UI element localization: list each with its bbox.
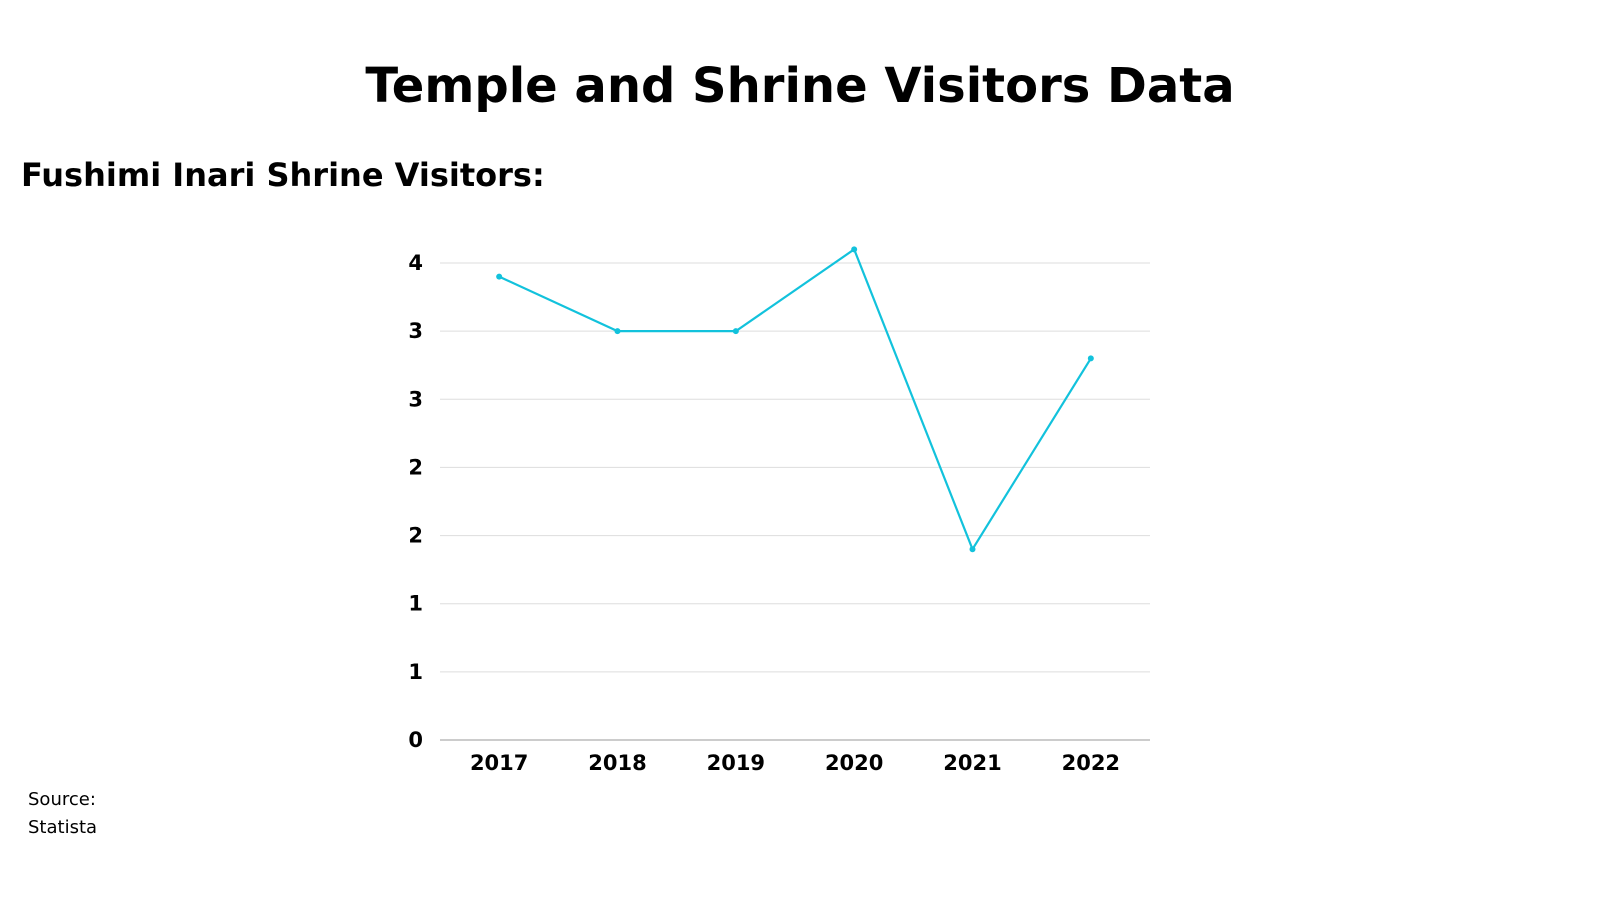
data-point bbox=[614, 328, 621, 335]
y-tick-label: 3 bbox=[408, 319, 423, 343]
x-tick-label: 2019 bbox=[707, 751, 765, 775]
source-label: Source: bbox=[28, 789, 96, 810]
data-point bbox=[1087, 355, 1094, 362]
y-tick-label: 4 bbox=[408, 251, 423, 275]
data-point bbox=[851, 246, 858, 253]
page-title: Temple and Shrine Visitors Data bbox=[365, 58, 1235, 114]
source-note: Source: Statista bbox=[28, 786, 97, 842]
y-tick-label: 1 bbox=[408, 660, 423, 684]
y-tick-label: 2 bbox=[408, 455, 423, 479]
x-tick-label: 2021 bbox=[943, 751, 1001, 775]
x-tick-label: 2020 bbox=[825, 751, 883, 775]
y-tick-label: 0 bbox=[408, 728, 423, 752]
series-line bbox=[498, 247, 1092, 552]
y-tick-label: 3 bbox=[408, 387, 423, 411]
data-point bbox=[969, 546, 976, 553]
y-tick-label: 1 bbox=[408, 592, 423, 616]
chart-subtitle: Fushimi Inari Shrine Visitors: bbox=[21, 156, 545, 194]
y-tick-label: 2 bbox=[408, 524, 423, 548]
source-value: Statista bbox=[28, 817, 98, 838]
data-point bbox=[496, 273, 503, 280]
data-point bbox=[732, 328, 739, 335]
x-tick-label: 2018 bbox=[588, 751, 646, 775]
x-tick-label: 2022 bbox=[1062, 751, 1120, 775]
x-tick-label: 2017 bbox=[470, 751, 528, 775]
